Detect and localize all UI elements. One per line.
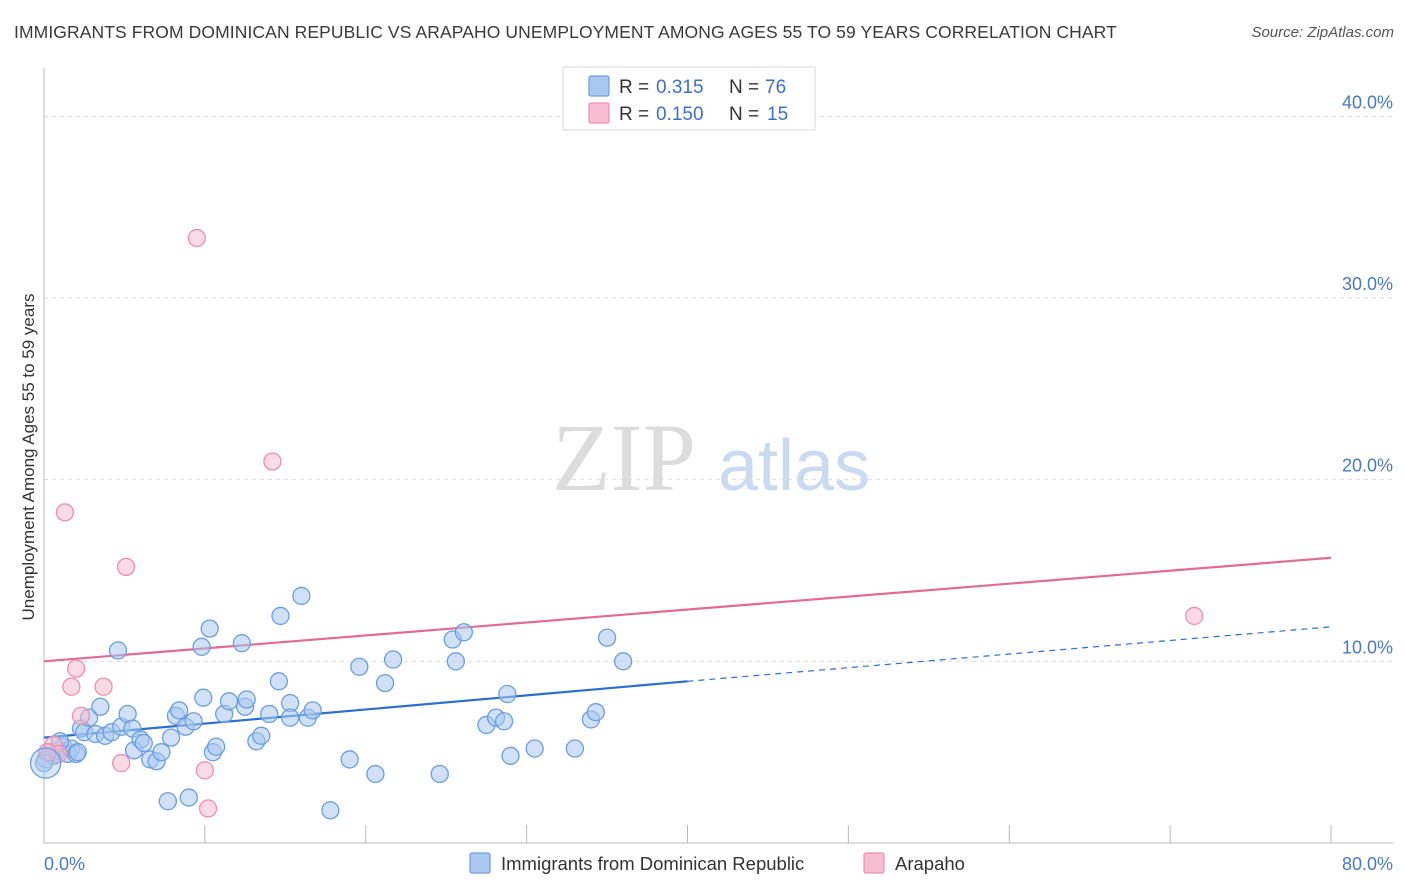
data-points <box>29 228 1204 820</box>
watermark-atlas: atlas <box>718 426 870 506</box>
point-dominican <box>158 792 178 811</box>
point-dominican <box>252 726 271 745</box>
legend-n-label-1: N = <box>729 77 759 98</box>
trend-lines <box>43 556 1332 739</box>
legend-n-value-2: 15 <box>767 104 788 125</box>
point-dominican <box>383 650 403 669</box>
point-arapaho <box>1185 606 1204 626</box>
point-arapaho <box>198 799 218 818</box>
point-dominican <box>303 701 322 720</box>
point-arapaho <box>94 677 113 696</box>
point-dominican <box>260 704 279 724</box>
point-dominican <box>232 634 252 653</box>
legend-swatch-pink <box>588 102 610 124</box>
point-dominican <box>134 733 153 753</box>
legend-r-label-1: R = <box>619 77 649 98</box>
x-tick-label-max: 80.0% <box>1342 854 1393 874</box>
trend-line-dominican-extension <box>687 626 1332 682</box>
point-dominican <box>152 743 171 762</box>
point-dominican <box>498 684 517 704</box>
grid-lines: 10.0% 20.0% 30.0% 40.0% <box>44 92 1393 662</box>
point-dominican <box>614 652 633 671</box>
point-arapaho <box>62 677 81 696</box>
point-dominican <box>184 712 203 731</box>
point-dominican <box>446 652 465 671</box>
bottom-legend-label-1: Immigrants from Dominican Republic <box>501 853 804 874</box>
x-tick-label-min: 0.0% <box>44 854 85 874</box>
y-tick-label: 10.0% <box>1342 637 1393 657</box>
point-dominican <box>280 708 300 727</box>
chart-title: IMMIGRANTS FROM DOMINICAN REPUBLIC VS AR… <box>14 22 1117 42</box>
point-dominican <box>192 637 211 656</box>
point-dominican <box>271 606 290 626</box>
point-dominican <box>108 641 128 660</box>
point-dominican <box>597 628 617 647</box>
point-dominican <box>269 672 289 691</box>
watermark-zip: ZIP <box>552 404 696 511</box>
point-dominican <box>565 739 585 758</box>
y-axis-label: Unemployment Among Ages 55 to 59 years <box>19 294 38 621</box>
point-arapaho <box>71 706 91 725</box>
legend-n-value-1: 76 <box>765 77 786 98</box>
point-dominican <box>321 801 340 820</box>
point-dominican <box>525 739 544 758</box>
point-dominican <box>350 657 369 676</box>
point-arapaho <box>195 761 215 780</box>
point-arapaho <box>67 659 86 678</box>
bottom-legend-swatch-pink <box>863 852 885 874</box>
point-dominican <box>200 619 219 638</box>
point-dominican <box>375 673 395 693</box>
point-dominican <box>91 697 110 716</box>
point-dominican <box>179 788 198 807</box>
y-tick-label: 20.0% <box>1342 456 1393 476</box>
trend-line-arapaho <box>43 556 1332 663</box>
legend-r-label-2: R = <box>619 104 649 125</box>
point-dominican <box>292 586 311 606</box>
point-dominican <box>586 703 605 722</box>
point-arapaho <box>263 452 282 471</box>
legend-r-value-1: 0.315 <box>656 77 704 98</box>
y-tick-label: 30.0% <box>1342 274 1393 294</box>
legend-n-label-2: N = <box>729 104 759 125</box>
legend-swatch-blue <box>588 75 610 97</box>
point-arapaho <box>116 557 136 577</box>
point-dominican <box>340 750 359 769</box>
point-dominican <box>194 688 213 707</box>
legend: R = 0.315 N = 76 R = 0.150 N = 15 <box>562 66 816 131</box>
point-dominican <box>161 728 181 747</box>
point-dominican <box>219 692 239 711</box>
point-arapaho <box>187 228 206 248</box>
point-dominican <box>430 764 449 784</box>
point-arapaho <box>55 503 75 522</box>
point-dominican <box>454 623 474 642</box>
point-dominican <box>68 743 87 762</box>
point-dominican <box>494 712 514 731</box>
axes <box>43 68 1393 844</box>
bottom-legend-swatch-blue <box>469 852 491 874</box>
source-label: Source: ZipAtlas.com <box>1251 24 1394 41</box>
bottom-legend-label-2: Arapaho <box>895 853 965 874</box>
bottom-legend: Immigrants from Dominican Republic Arapa… <box>469 852 965 874</box>
point-arapaho <box>112 753 131 773</box>
point-dominican <box>206 737 226 756</box>
point-dominican <box>366 764 385 784</box>
legend-r-value-2: 0.150 <box>656 104 704 125</box>
trend-line-dominican <box>43 680 688 739</box>
y-tick-label: 40.0% <box>1342 92 1393 112</box>
point-dominican <box>169 701 189 720</box>
point-dominican <box>501 746 520 765</box>
point-dominican-large <box>29 747 62 779</box>
point-dominican <box>237 690 256 709</box>
